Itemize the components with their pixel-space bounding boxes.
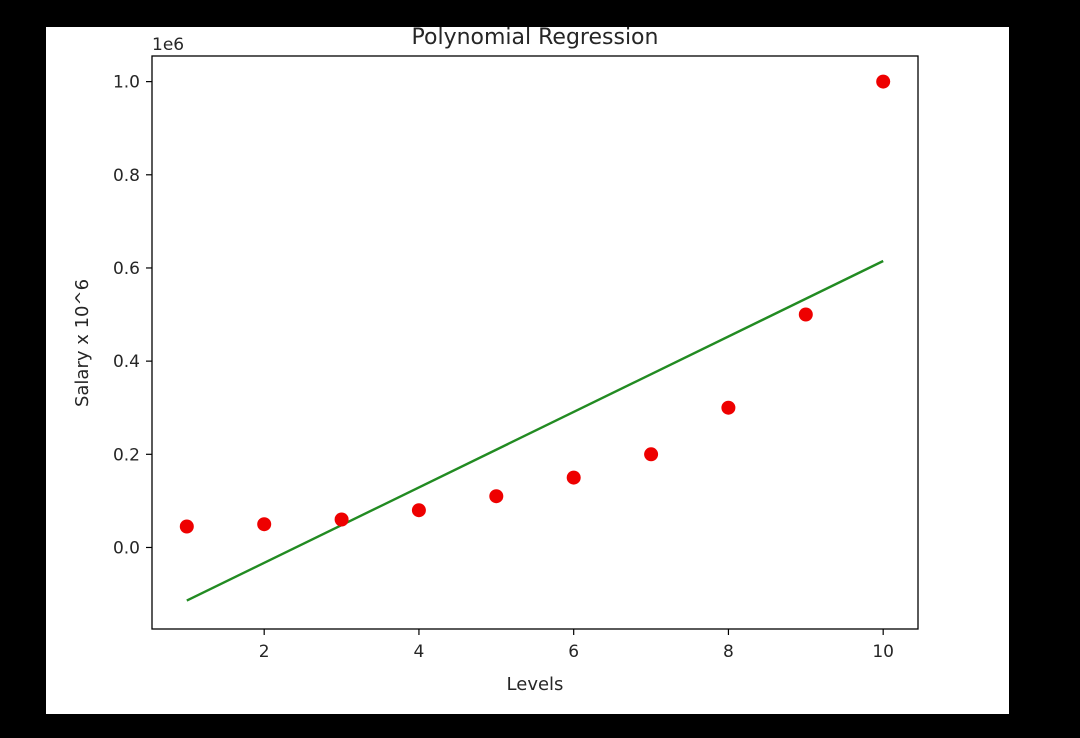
y-tick-label: 0.6 (113, 259, 140, 279)
y-offset-label: 1e6 (152, 35, 184, 55)
x-tick-label: 4 (414, 642, 425, 662)
y-tick-label: 0.8 (113, 166, 140, 186)
chart-title: Polynomial Regression (412, 25, 659, 50)
x-axis: 2 4 6 8 10 (259, 629, 894, 662)
data-point (644, 447, 659, 462)
data-point (566, 470, 581, 485)
data-point (257, 517, 272, 532)
regression-line (186, 259, 884, 602)
data-point (179, 519, 194, 534)
data-point (334, 512, 349, 527)
x-tick-label: 8 (723, 642, 734, 662)
plot-marks (179, 74, 891, 602)
x-tick-label: 2 (259, 642, 270, 662)
y-tick-label: 0.2 (113, 445, 140, 465)
y-axis-label: Salary x 10^6 (72, 279, 93, 407)
x-axis-label: Levels (507, 674, 564, 695)
figure-background (46, 27, 1009, 714)
y-tick-label: 0.0 (113, 538, 140, 558)
axes-frame (151, 55, 919, 630)
x-tick-label: 10 (872, 642, 894, 662)
data-point (876, 74, 891, 89)
data-point (411, 503, 426, 518)
data-point (721, 400, 736, 415)
y-tick-label: 0.4 (113, 352, 140, 372)
data-point (798, 307, 813, 322)
data-point (489, 489, 504, 504)
y-tick-label: 1.0 (113, 73, 140, 93)
y-axis: 0.0 0.2 0.4 0.6 0.8 1.0 (113, 73, 152, 558)
x-tick-label: 6 (568, 642, 579, 662)
